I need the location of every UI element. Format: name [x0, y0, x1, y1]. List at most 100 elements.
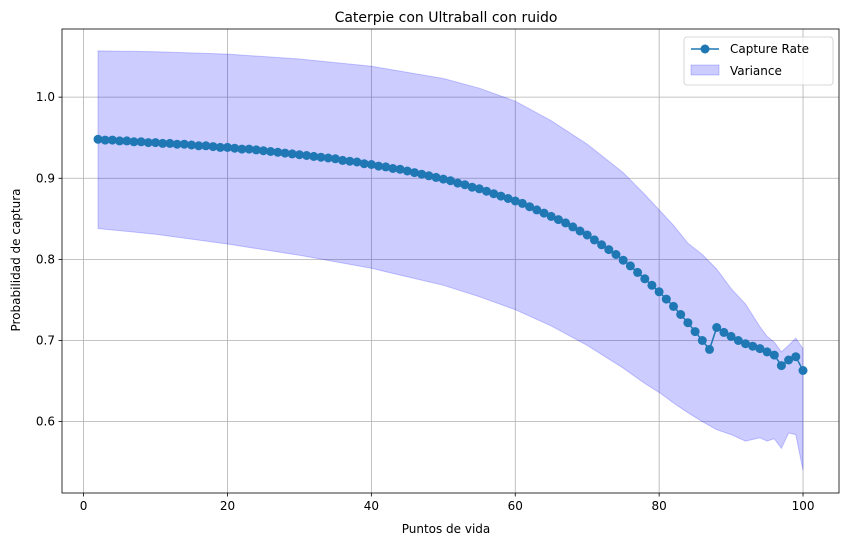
capture-rate-point: [496, 191, 506, 201]
capture-rate-point: [366, 160, 376, 169]
capture-rate-point: [302, 151, 312, 160]
capture-rate-point: [575, 226, 585, 236]
capture-rate-point: [287, 149, 297, 159]
capture-rate-point: [244, 144, 254, 154]
capture-rate-point: [798, 366, 808, 375]
capture-rate-point: [553, 215, 563, 225]
capture-rate-point: [517, 198, 527, 208]
capture-rate-point: [741, 339, 750, 349]
capture-rate-point: [446, 176, 455, 186]
capture-rate-point: [733, 336, 743, 345]
legend-frame: [683, 36, 834, 86]
capture-rate-layer: [93, 134, 808, 375]
capture-rate-point: [280, 148, 290, 158]
capture-rate-point: [230, 143, 240, 153]
capture-rate-point: [776, 361, 786, 371]
capture-rate-point: [503, 194, 513, 203]
capture-rate-point: [510, 196, 520, 206]
capture-rate-point: [661, 294, 671, 304]
y-tick-label: 1.0: [36, 90, 55, 104]
capture-rate-point: [568, 222, 578, 232]
capture-rate-point: [438, 174, 448, 184]
chart-title: Caterpie con Ultraball con ruido: [335, 10, 558, 26]
legend-marker-swatch: [700, 44, 710, 54]
legend-label-variance: Variance: [730, 64, 782, 78]
capture-rate-point: [589, 235, 599, 245]
capture-rate-point: [309, 151, 319, 161]
capture-rate-point: [402, 166, 412, 176]
capture-rate-point: [460, 180, 470, 190]
y-tick-label: 0.7: [36, 333, 55, 347]
capture-rate-point: [683, 318, 693, 328]
variance-band-layer: [97, 50, 804, 471]
y-tick-label: 0.6: [36, 415, 55, 429]
capture-rate-point: [294, 150, 304, 160]
capture-rate-point: [611, 250, 621, 259]
capture-rate-point: [338, 155, 348, 165]
capture-rate-point: [467, 182, 477, 192]
x-tick-label: 0: [80, 499, 88, 513]
capture-rate-point: [712, 323, 722, 332]
capture-rate-point: [194, 141, 204, 151]
capture-rate-point: [640, 274, 650, 284]
capture-rate-point: [784, 355, 794, 365]
capture-rate-point: [201, 141, 211, 151]
capture-rate-point: [237, 144, 247, 154]
capture-rate-point: [604, 245, 614, 255]
capture-rate-point: [597, 240, 607, 250]
capture-rate-point: [345, 156, 355, 166]
capture-rate-point: [381, 162, 391, 172]
capture-rate-point: [100, 135, 110, 145]
legend-label-capture-rate: Capture Rate: [730, 42, 809, 56]
capture-rate-point: [273, 147, 283, 157]
capture-rate-point: [654, 287, 664, 297]
capture-rate-point: [417, 169, 427, 179]
x-tick-label: 80: [651, 499, 666, 513]
capture-rate-point: [697, 336, 707, 345]
capture-rate-point: [115, 136, 125, 146]
x-tick-label: 40: [364, 499, 379, 513]
ticks: 0 20 40 60 80 100 0.6 0.7 0.8 0.9 1.0: [36, 90, 815, 513]
capture-rate-point: [395, 164, 405, 174]
x-tick-label: 60: [508, 499, 523, 513]
capture-rate-point: [316, 152, 326, 162]
capture-rate-point: [726, 331, 736, 341]
capture-rate-point: [165, 138, 175, 148]
capture-rate-point: [266, 147, 276, 156]
capture-rate-point: [388, 164, 398, 173]
capture-rate-point: [719, 327, 729, 337]
x-tick-label: 20: [220, 499, 235, 513]
y-tick-label: 0.9: [36, 171, 55, 185]
capture-rate-point: [151, 138, 160, 148]
grid: [62, 29, 839, 493]
capture-rate-point: [769, 350, 779, 360]
capture-rate-point: [374, 161, 384, 171]
capture-rate-point: [172, 139, 182, 149]
capture-rate-point: [136, 137, 146, 147]
capture-rate-point: [489, 189, 499, 199]
capture-rate-point: [187, 140, 196, 150]
capture-rate-point: [129, 137, 139, 147]
capture-rate-point: [223, 142, 232, 152]
capture-rate-point: [748, 341, 758, 351]
capture-rate-point: [546, 211, 556, 221]
capture-rate-point: [474, 184, 484, 194]
capture-rate-point: [525, 202, 535, 212]
capture-rate-point: [93, 134, 103, 144]
capture-rate-point: [482, 186, 491, 196]
capture-rate-point: [179, 139, 189, 149]
capture-rate-point: [258, 146, 268, 156]
capture-rate-point: [633, 267, 643, 277]
capture-rate-point: [453, 178, 463, 188]
y-axis-label: Probabilidad de captura: [9, 188, 23, 331]
capture-rate-point: [323, 153, 333, 163]
legend: Capture Rate Variance: [683, 36, 834, 86]
capture-rate-point: [561, 218, 571, 228]
capture-rate-point: [143, 138, 153, 148]
capture-rate-point: [330, 154, 340, 164]
variance-band: [97, 50, 804, 471]
x-tick-label: 100: [792, 499, 815, 513]
capture-rate-point: [122, 136, 132, 146]
x-axis-label: Puntos de vida: [402, 522, 491, 536]
capture-rate-point: [791, 352, 801, 362]
